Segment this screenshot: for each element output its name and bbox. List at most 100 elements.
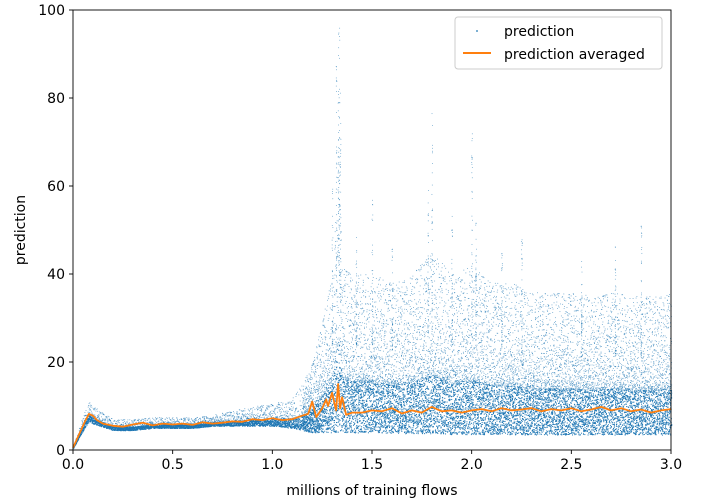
prediction-point xyxy=(281,415,282,416)
prediction-point xyxy=(237,414,238,416)
prediction-point xyxy=(317,403,319,405)
prediction-point xyxy=(272,415,274,417)
prediction-point xyxy=(213,420,215,422)
prediction-point xyxy=(81,431,83,433)
prediction-point xyxy=(209,424,211,426)
prediction-point xyxy=(306,394,308,395)
prediction-point xyxy=(314,408,316,410)
prediction-point xyxy=(299,388,300,390)
prediction-point xyxy=(256,416,258,418)
prediction-point xyxy=(93,420,95,422)
prediction-point xyxy=(248,414,249,416)
prediction-point xyxy=(252,425,254,427)
prediction-point xyxy=(228,424,230,426)
prediction-point xyxy=(86,415,87,416)
prediction-point xyxy=(161,417,163,419)
prediction-point xyxy=(315,432,317,434)
prediction-point xyxy=(192,420,193,421)
prediction-point xyxy=(154,423,156,424)
prediction-point xyxy=(250,425,252,427)
prediction-point xyxy=(268,406,269,407)
prediction-point xyxy=(236,423,238,425)
prediction-point xyxy=(215,416,217,417)
prediction-point xyxy=(315,365,317,367)
prediction-point xyxy=(298,422,300,424)
prediction-point xyxy=(318,431,320,433)
prediction-point xyxy=(313,401,315,402)
prediction-point xyxy=(233,417,235,419)
prediction-point xyxy=(314,422,316,424)
prediction-point xyxy=(265,424,267,426)
prediction-point xyxy=(208,419,210,421)
prediction-point xyxy=(308,399,310,401)
prediction-point xyxy=(267,421,269,423)
prediction-point xyxy=(310,375,312,377)
prediction-point xyxy=(313,357,315,358)
prediction-point xyxy=(256,421,258,423)
prediction-point xyxy=(306,387,307,388)
prediction-point xyxy=(242,425,244,427)
prediction-point xyxy=(273,424,275,426)
prediction-point xyxy=(282,423,284,425)
prediction-point xyxy=(78,438,80,440)
prediction-point xyxy=(188,425,190,427)
prediction-point xyxy=(125,430,127,432)
prediction-point xyxy=(309,378,311,380)
prediction-point xyxy=(134,419,136,421)
prediction-point xyxy=(81,420,83,422)
prediction-point xyxy=(105,424,107,426)
prediction-point xyxy=(308,381,309,383)
prediction-point xyxy=(318,425,320,427)
prediction-point xyxy=(312,399,314,401)
prediction-point xyxy=(277,422,279,424)
prediction-point xyxy=(223,423,225,425)
prediction-point xyxy=(104,418,106,420)
prediction-point xyxy=(266,408,268,409)
prediction-point xyxy=(304,421,306,423)
prediction-point xyxy=(148,427,150,429)
prediction-point xyxy=(97,419,99,421)
prediction-point xyxy=(281,414,283,416)
prediction-point xyxy=(233,425,235,427)
prediction-point xyxy=(275,421,277,423)
prediction-point xyxy=(82,431,84,433)
prediction-point xyxy=(307,420,309,422)
prediction-point xyxy=(287,427,289,429)
prediction-point xyxy=(226,425,228,427)
prediction-point xyxy=(88,418,90,420)
prediction-point xyxy=(266,423,268,425)
prediction-point xyxy=(290,408,292,409)
prediction-point xyxy=(263,423,265,425)
prediction-point xyxy=(295,424,297,426)
prediction-point xyxy=(255,423,257,425)
prediction-point xyxy=(287,402,289,404)
prediction-point xyxy=(307,379,309,380)
prediction-point xyxy=(235,416,237,418)
prediction-point xyxy=(298,417,300,419)
prediction-point xyxy=(272,422,274,424)
prediction-point xyxy=(186,418,188,420)
prediction-point xyxy=(244,422,246,424)
prediction-point xyxy=(274,409,276,411)
prediction-point xyxy=(301,416,303,418)
prediction-point xyxy=(248,418,250,420)
prediction-point xyxy=(194,427,196,429)
prediction-point xyxy=(304,420,306,422)
prediction-point xyxy=(262,424,264,426)
prediction-point xyxy=(292,408,294,410)
prediction-point xyxy=(286,425,288,427)
prediction-point xyxy=(250,424,252,426)
prediction-point xyxy=(311,412,313,414)
prediction-point xyxy=(140,425,142,427)
prediction-point xyxy=(91,416,93,418)
prediction-point xyxy=(266,407,267,409)
prediction-point xyxy=(302,423,304,425)
prediction-point xyxy=(120,428,122,430)
prediction-point xyxy=(264,414,266,416)
prediction-point xyxy=(288,422,290,424)
prediction-point xyxy=(123,429,125,431)
prediction-point xyxy=(302,417,304,419)
prediction-point xyxy=(87,420,89,422)
prediction-point xyxy=(112,426,114,428)
prediction-point xyxy=(126,427,128,429)
